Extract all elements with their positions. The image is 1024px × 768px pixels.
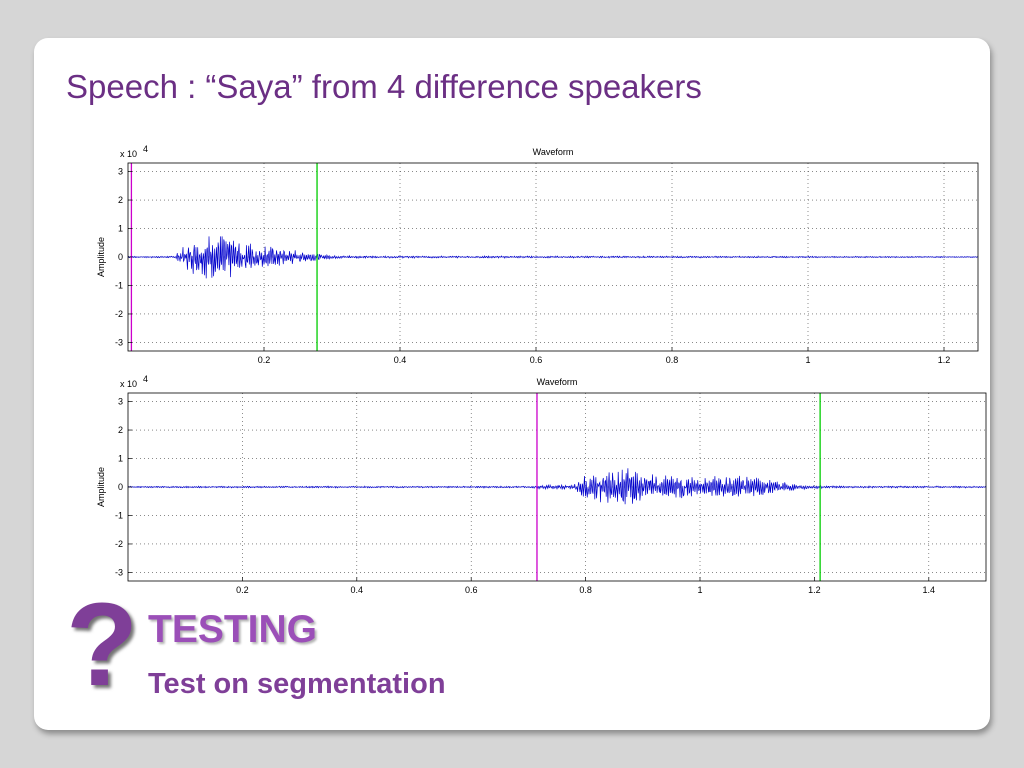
- chart2-ytick-label-5: -2: [115, 539, 123, 549]
- chart1-y-exponent: 4: [143, 144, 148, 154]
- chart1-waveform-series: [127, 236, 979, 279]
- question-mark-icon: ?: [66, 579, 139, 711]
- chart2-waveform-series: [127, 468, 987, 505]
- chart2-ytick-label-6: -3: [115, 567, 123, 577]
- chart2-xtick-label-5: 1.2: [808, 585, 821, 595]
- waveform-chart-2: 0.2 0.4 0.6 0.8 1 1.2 1.4 3 2 1 0 -1 -2 -3 Waveform x 1…: [96, 374, 987, 595]
- chart2-ytick-label-0: 3: [118, 397, 123, 407]
- chart1-xtick-label-1: 0.4: [394, 355, 407, 365]
- chart1-ytick-label-4: -1: [115, 280, 123, 290]
- waveform-chart-1: 0.2 0.4 0.6 0.8 1 1.2 3 2 1 0 -1 -2 -3 Waveform x 10 4 A…: [96, 144, 979, 365]
- slide: Speech : “Saya” from 4 difference speake…: [34, 38, 990, 730]
- chart1-ytick-label-2: 1: [118, 224, 123, 234]
- chart1-ytick-label-3: 0: [118, 252, 123, 262]
- chart1-ytick-label-5: -2: [115, 309, 123, 319]
- chart1-xtick-label-0: 0.2: [258, 355, 271, 365]
- chart2-xtick-label-4: 1: [697, 585, 702, 595]
- chart2-y-exponent-label: x 10: [120, 379, 137, 389]
- chart2-xtick-label-6: 1.4: [923, 585, 936, 595]
- chart1-y-exponent-label: x 10: [120, 149, 137, 159]
- chart1-xtick-label-3: 0.8: [666, 355, 679, 365]
- chart2-xtick-label-0: 0.2: [236, 585, 249, 595]
- chart1-xtick-label-2: 0.6: [530, 355, 543, 365]
- chart1-xtick-label-5: 1.2: [938, 355, 951, 365]
- chart1-title: Waveform: [533, 147, 574, 157]
- slide-title: Speech : “Saya” from 4 difference speake…: [66, 68, 702, 105]
- chart2-ytick-label-2: 1: [118, 454, 123, 464]
- chart2-title: Waveform: [537, 377, 578, 387]
- testing-subheading: Test on segmentation: [148, 668, 446, 700]
- chart2-y-exponent: 4: [143, 374, 148, 384]
- chart2-ytick-label-3: 0: [118, 482, 123, 492]
- chart1-ytick-label-1: 2: [118, 195, 123, 205]
- chart2-ytick-label-4: -1: [115, 510, 123, 520]
- testing-heading: TESTING: [148, 608, 318, 651]
- chart2-ylabel: Amplitude: [96, 467, 106, 507]
- chart1-ylabel: Amplitude: [96, 237, 106, 277]
- chart1-xtick-label-4: 1: [805, 355, 810, 365]
- chart1-ytick-label-6: -3: [115, 337, 123, 347]
- chart2-ytick-label-1: 2: [118, 425, 123, 435]
- chart2-xtick-label-1: 0.4: [351, 585, 364, 595]
- chart2-xtick-label-3: 0.8: [579, 585, 592, 595]
- chart2-xtick-label-2: 0.6: [465, 585, 478, 595]
- chart1-ytick-label-0: 3: [118, 167, 123, 177]
